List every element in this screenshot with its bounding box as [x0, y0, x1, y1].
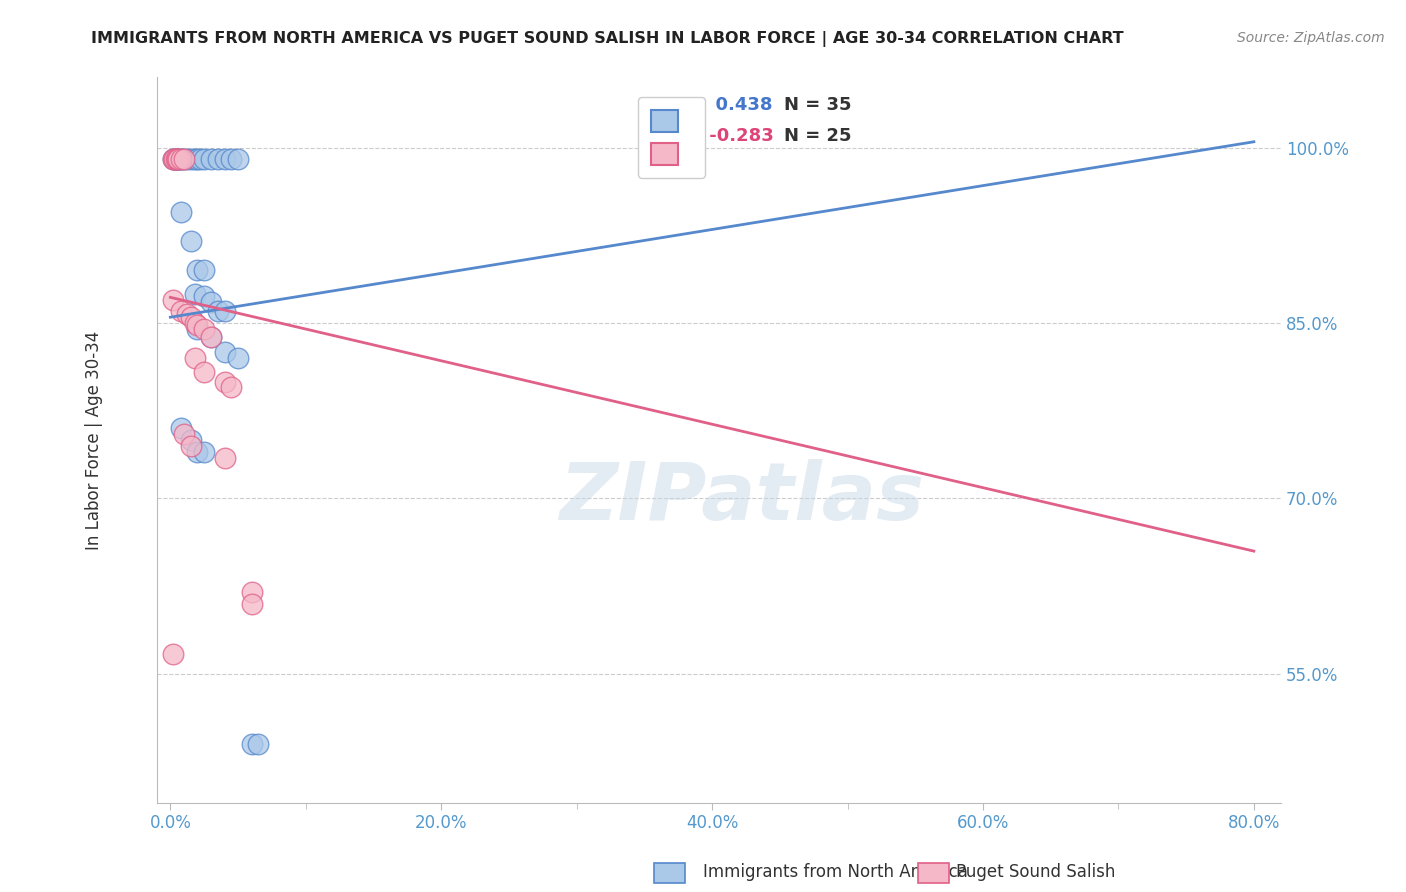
- Point: [193, 365, 215, 379]
- Point: [193, 263, 215, 277]
- Text: N = 35: N = 35: [785, 96, 852, 114]
- Point: [214, 450, 236, 465]
- Point: [193, 322, 215, 336]
- Point: [186, 263, 208, 277]
- Point: [166, 153, 188, 167]
- Point: [214, 375, 236, 389]
- Point: [165, 153, 187, 167]
- Point: [167, 153, 190, 167]
- Point: [193, 153, 215, 167]
- Point: [193, 444, 215, 458]
- Text: R =  0.438: R = 0.438: [668, 96, 773, 114]
- Y-axis label: In Labor Force | Age 30-34: In Labor Force | Age 30-34: [86, 330, 103, 549]
- Point: [183, 286, 205, 301]
- Point: [188, 153, 211, 167]
- Point: [240, 597, 263, 611]
- Point: [193, 289, 215, 303]
- Point: [162, 647, 184, 661]
- Point: [207, 304, 229, 318]
- Point: [247, 737, 270, 751]
- Point: [166, 153, 188, 167]
- Point: [186, 322, 208, 336]
- Point: [221, 153, 243, 167]
- Point: [163, 153, 186, 167]
- Point: [176, 307, 198, 321]
- Point: [162, 153, 184, 167]
- Point: [200, 330, 222, 344]
- Point: [180, 310, 202, 325]
- Point: [186, 444, 208, 458]
- Text: ZIPatlas: ZIPatlas: [558, 459, 924, 537]
- Point: [226, 153, 249, 167]
- Point: [183, 351, 205, 366]
- Point: [165, 153, 187, 167]
- Point: [186, 153, 208, 167]
- Point: [166, 153, 188, 167]
- Point: [214, 153, 236, 167]
- Point: [176, 153, 198, 167]
- Text: IMMIGRANTS FROM NORTH AMERICA VS PUGET SOUND SALISH IN LABOR FORCE | AGE 30-34 C: IMMIGRANTS FROM NORTH AMERICA VS PUGET S…: [91, 31, 1123, 47]
- Point: [214, 304, 236, 318]
- Point: [180, 439, 202, 453]
- Legend: , : ,: [638, 97, 704, 178]
- Point: [226, 351, 249, 366]
- Text: Source: ZipAtlas.com: Source: ZipAtlas.com: [1237, 31, 1385, 45]
- Point: [214, 345, 236, 359]
- Text: Puget Sound Salish: Puget Sound Salish: [956, 863, 1115, 881]
- Point: [170, 304, 193, 318]
- Point: [180, 433, 202, 447]
- Point: [163, 153, 186, 167]
- Point: [200, 330, 222, 344]
- Point: [170, 153, 193, 167]
- Point: [183, 153, 205, 167]
- Point: [173, 153, 195, 167]
- Point: [186, 318, 208, 333]
- Point: [240, 737, 263, 751]
- Point: [170, 421, 193, 435]
- Point: [180, 234, 202, 248]
- Point: [170, 205, 193, 219]
- Point: [173, 427, 195, 442]
- Point: [169, 153, 191, 167]
- Text: N = 25: N = 25: [785, 128, 852, 145]
- Point: [207, 153, 229, 167]
- Point: [170, 153, 193, 167]
- Point: [167, 153, 190, 167]
- Point: [162, 293, 184, 307]
- Point: [173, 153, 195, 167]
- Text: Immigrants from North America: Immigrants from North America: [703, 863, 967, 881]
- Point: [221, 380, 243, 394]
- Point: [183, 316, 205, 330]
- Point: [200, 153, 222, 167]
- Point: [200, 295, 222, 310]
- Point: [180, 153, 202, 167]
- Point: [162, 153, 184, 167]
- Text: R = -0.283: R = -0.283: [668, 128, 775, 145]
- Point: [240, 585, 263, 599]
